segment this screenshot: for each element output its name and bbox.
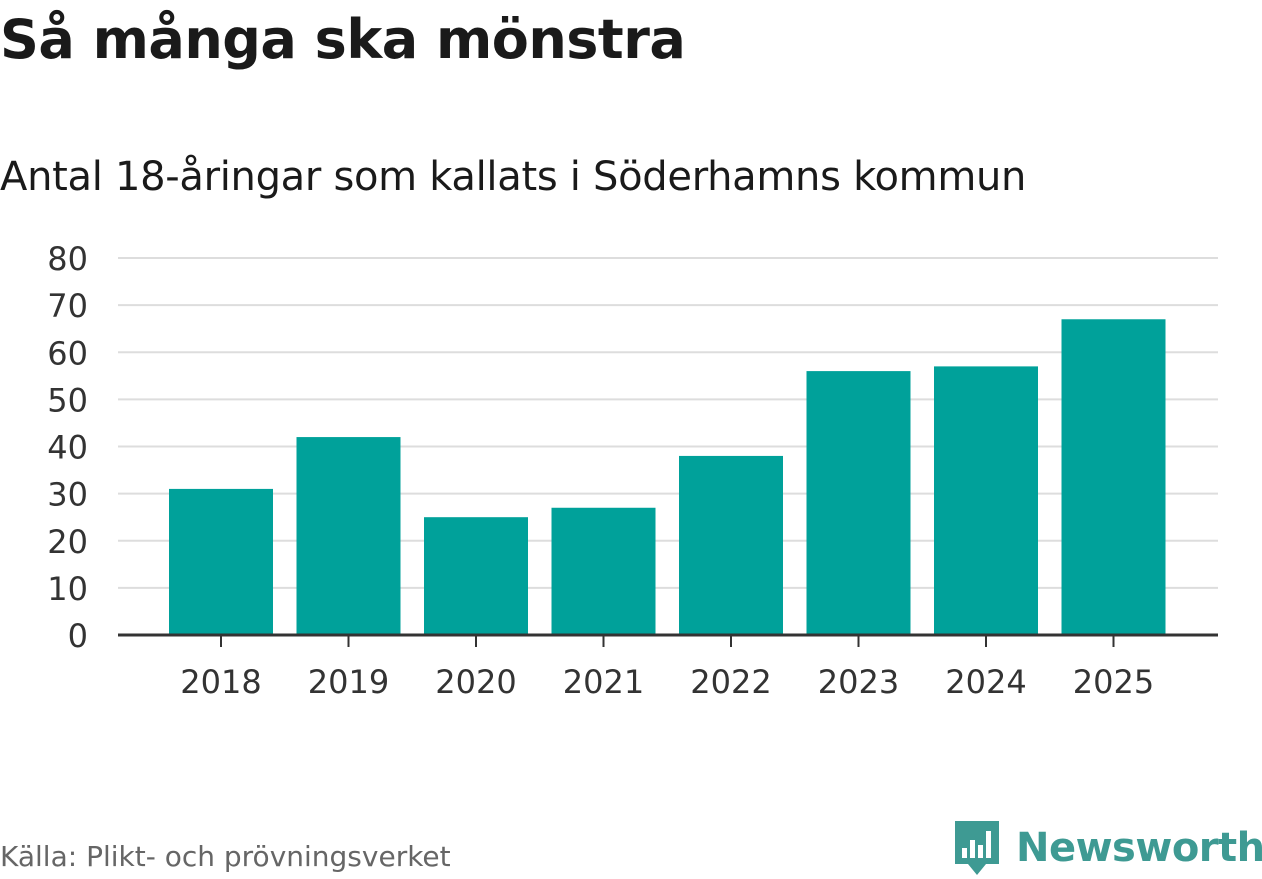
bar	[1061, 319, 1166, 635]
x-tick-label: 2020	[435, 663, 516, 701]
y-tick-label: 80	[47, 240, 88, 278]
bar	[679, 455, 783, 635]
y-tick-label: 20	[47, 523, 88, 561]
x-tick-label: 2019	[308, 663, 389, 701]
chart-title: Så många ska mönstra	[0, 8, 686, 71]
newsworthy-logo-icon	[955, 821, 999, 875]
bar	[806, 371, 911, 635]
x-tick-label: 2022	[690, 663, 771, 701]
bar	[551, 507, 656, 635]
bar	[296, 437, 401, 635]
brand-name: Newsworthy	[1016, 825, 1262, 871]
source-note: Källa: Plikt- och prövningsverket	[0, 840, 451, 873]
y-tick-label: 50	[47, 381, 88, 419]
bar	[169, 488, 273, 635]
x-tick-label: 2018	[180, 663, 261, 701]
y-tick-label: 40	[47, 429, 88, 467]
y-tick-label: 30	[47, 476, 88, 514]
chart-subtitle: Antal 18-åringar som kallats i Söderhamn…	[0, 154, 1027, 200]
x-tick-label: 2025	[1073, 663, 1154, 701]
bar	[934, 366, 1038, 635]
x-tick-label: 2021	[563, 663, 644, 701]
bar	[424, 517, 528, 635]
y-tick-label: 70	[47, 287, 88, 325]
brand-logo: Newsworthy	[952, 818, 1262, 878]
x-tick-label: 2024	[945, 663, 1026, 701]
y-tick-label: 0	[68, 617, 88, 655]
y-tick-label: 10	[47, 570, 88, 608]
x-tick-label: 2023	[818, 663, 899, 701]
y-tick-label: 60	[47, 334, 88, 372]
